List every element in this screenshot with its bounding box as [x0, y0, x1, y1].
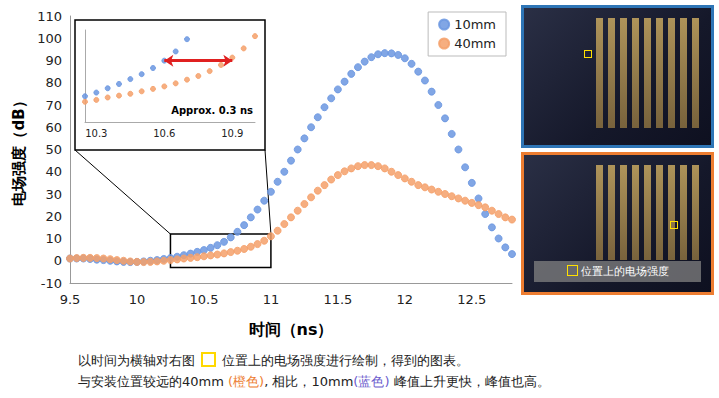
svg-text:10.9: 10.9	[221, 128, 243, 139]
svg-text:10.6: 10.6	[153, 128, 175, 139]
html-text:与安装位置较远的40mm (橙色), 相比，10mm (蓝色: 与安装位置较远的40mm (橙色), 相比，10mm (蓝色)峰值上升更快，峰值…	[78, 374, 550, 389]
svg-text:11.5: 11.5	[323, 292, 352, 307]
svg-text:30: 30	[45, 187, 62, 202]
svg-text:80: 80	[45, 75, 62, 90]
svg-text:时间（ns）: 时间（ns）	[249, 320, 334, 339]
svg-text:50: 50	[45, 142, 62, 157]
svg-text:20: 20	[45, 209, 62, 224]
svg-text:12.5: 12.5	[457, 292, 486, 307]
svg-text:11: 11	[263, 292, 280, 307]
svg-text:0: 0	[54, 253, 62, 268]
svg-text:10: 10	[129, 292, 146, 307]
svg-text:10mm: 10mm	[454, 17, 496, 32]
svg-text:60: 60	[45, 120, 62, 135]
svg-text:110: 110	[37, 9, 62, 24]
html-text:位置上的电场强度进行绘制，得到的图表。: 位置上的电场强度进行绘制，得到的图表。	[222, 353, 469, 368]
svg-text:电场强度（dB）: 电场强度（dB）	[10, 93, 28, 205]
svg-text:10.3: 10.3	[85, 128, 107, 139]
svg-text:-10: -10	[41, 276, 62, 291]
html-text:位置上的电场强度: 位置上的电场强度	[580, 265, 669, 278]
svg-text:90: 90	[45, 53, 62, 68]
svg-text:Approx. 0.3 ns: Approx. 0.3 ns	[171, 105, 253, 116]
html-text:以时间为横轴对右图: 以时间为横轴对右图	[78, 353, 195, 368]
svg-text:10: 10	[45, 231, 62, 246]
svg-text:12: 12	[397, 292, 414, 307]
svg-text:100: 100	[37, 31, 62, 46]
svg-text:40: 40	[45, 164, 62, 179]
svg-text:10.5: 10.5	[189, 292, 218, 307]
svg-text:40mm: 40mm	[454, 36, 496, 51]
svg-text:70: 70	[45, 98, 62, 113]
svg-text:9.5: 9.5	[60, 292, 81, 307]
